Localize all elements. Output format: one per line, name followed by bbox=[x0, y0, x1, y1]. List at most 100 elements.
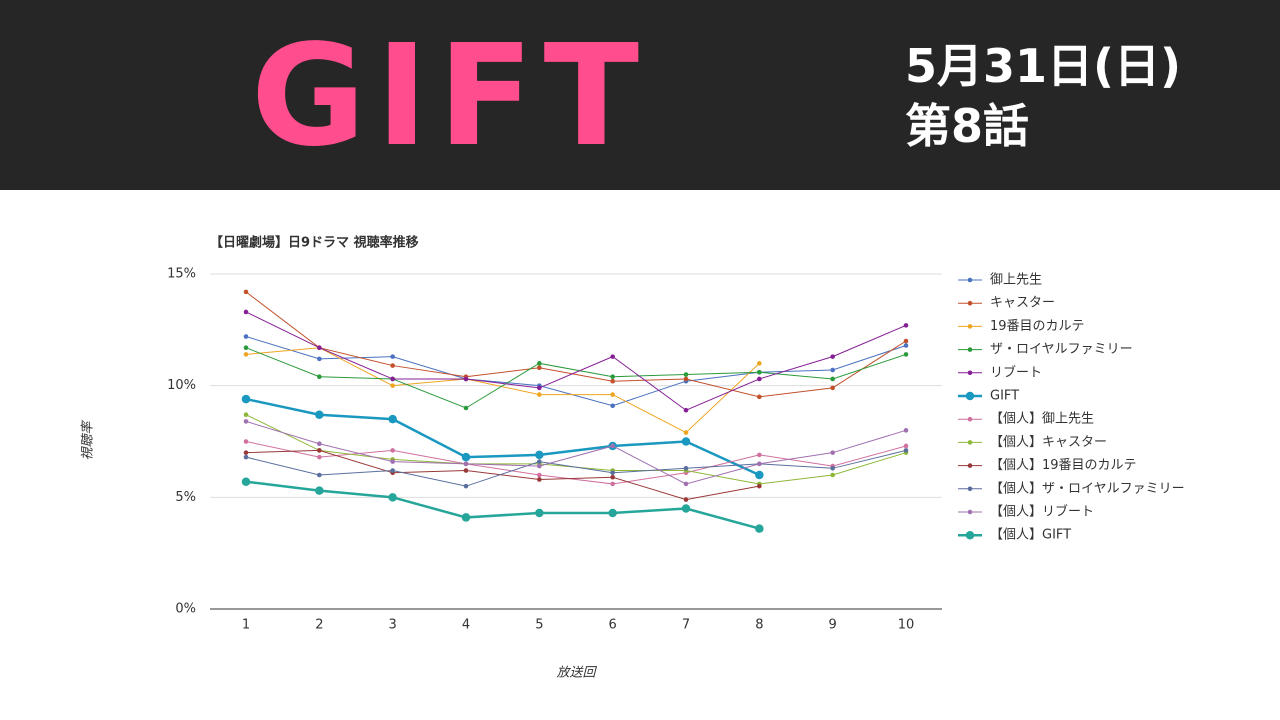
data-point bbox=[757, 361, 762, 366]
data-point bbox=[243, 352, 249, 357]
legend-marker bbox=[967, 463, 973, 468]
x-tick-label: 5 bbox=[535, 618, 543, 633]
data-point bbox=[610, 481, 615, 487]
data-point bbox=[243, 454, 249, 460]
data-point bbox=[463, 483, 469, 489]
data-point bbox=[243, 309, 249, 315]
legend-marker bbox=[967, 300, 973, 306]
data-point bbox=[830, 376, 835, 382]
data-point bbox=[683, 376, 689, 382]
data-point bbox=[903, 428, 909, 433]
data-point bbox=[610, 374, 615, 380]
series-line bbox=[245, 441, 907, 485]
air-date: 5月31日(日) bbox=[905, 39, 1182, 93]
x-tick-label: 3 bbox=[389, 618, 397, 633]
data-point bbox=[317, 441, 322, 447]
x-tick-label: 4 bbox=[462, 618, 470, 633]
data-point bbox=[757, 452, 762, 458]
data-point bbox=[830, 385, 835, 391]
data-point bbox=[390, 448, 395, 453]
data-point bbox=[317, 472, 322, 478]
y-tick-label: 10% bbox=[167, 378, 196, 393]
data-point bbox=[537, 477, 542, 482]
data-point bbox=[757, 369, 762, 375]
y-axis-label: 視聴率 bbox=[80, 420, 96, 461]
x-axis-label: 放送回 bbox=[556, 666, 597, 681]
series-line bbox=[245, 480, 760, 530]
legend-marker bbox=[967, 277, 973, 283]
legend-label: 【個人】GIFT bbox=[990, 528, 1071, 543]
data-point bbox=[537, 472, 542, 478]
data-point bbox=[903, 448, 909, 453]
data-point bbox=[683, 430, 689, 435]
data-point bbox=[317, 356, 322, 362]
data-point bbox=[315, 486, 324, 495]
x-tick-label: 8 bbox=[755, 618, 763, 633]
data-point bbox=[757, 461, 762, 467]
data-point bbox=[903, 323, 909, 328]
data-point bbox=[388, 493, 397, 502]
data-point bbox=[681, 504, 691, 513]
data-point bbox=[903, 352, 909, 357]
series-line bbox=[245, 449, 760, 501]
data-point bbox=[755, 524, 764, 533]
data-point bbox=[463, 461, 469, 467]
data-point bbox=[610, 443, 615, 449]
y-tick-label: 5% bbox=[175, 490, 196, 505]
series-line bbox=[245, 336, 907, 407]
y-tick-label: 0% bbox=[175, 602, 196, 617]
x-tick-label: 1 bbox=[242, 618, 250, 633]
data-point bbox=[537, 361, 542, 366]
legend-marker bbox=[965, 391, 975, 401]
data-point bbox=[317, 374, 322, 380]
data-point bbox=[463, 405, 469, 411]
series-line bbox=[245, 449, 907, 487]
data-point bbox=[610, 392, 615, 397]
legend-label: 【個人】19番目のカルテ bbox=[990, 458, 1137, 473]
series-line bbox=[245, 347, 760, 434]
legend-marker bbox=[967, 416, 973, 422]
data-point bbox=[830, 472, 835, 478]
data-point bbox=[390, 363, 395, 368]
data-point bbox=[537, 392, 542, 397]
data-point bbox=[243, 345, 249, 351]
data-point bbox=[608, 508, 617, 518]
legend-marker bbox=[965, 530, 975, 540]
data-point bbox=[390, 468, 395, 473]
data-point bbox=[757, 483, 762, 489]
data-point bbox=[388, 414, 397, 424]
data-point bbox=[390, 354, 395, 359]
data-point bbox=[535, 508, 544, 518]
data-point bbox=[535, 450, 544, 460]
show-title: GIFT bbox=[250, 15, 650, 178]
data-point bbox=[243, 334, 249, 339]
data-point bbox=[610, 474, 615, 480]
data-point bbox=[610, 470, 615, 476]
x-tick-label: 10 bbox=[898, 618, 915, 633]
legend-marker bbox=[967, 486, 973, 492]
data-point bbox=[830, 466, 835, 471]
data-point bbox=[537, 365, 542, 371]
data-point bbox=[241, 394, 251, 404]
data-point bbox=[390, 459, 395, 464]
data-point bbox=[317, 454, 322, 460]
legend-marker bbox=[967, 440, 973, 445]
data-point bbox=[537, 459, 542, 464]
data-point bbox=[461, 452, 471, 462]
data-point bbox=[757, 394, 762, 400]
data-point bbox=[683, 466, 689, 471]
series-line bbox=[245, 397, 760, 477]
data-point bbox=[903, 338, 909, 344]
legend-label: 【個人】御上先生 bbox=[990, 412, 1094, 427]
legend-label: リブート bbox=[990, 364, 1042, 380]
legend-marker bbox=[967, 509, 973, 515]
data-point bbox=[683, 497, 689, 502]
data-point bbox=[683, 372, 689, 377]
data-point bbox=[390, 376, 395, 382]
legend-label: 御上先生 bbox=[990, 273, 1042, 288]
y-tick-label: 15% bbox=[167, 267, 196, 282]
data-point bbox=[610, 378, 615, 384]
data-point bbox=[683, 407, 689, 413]
